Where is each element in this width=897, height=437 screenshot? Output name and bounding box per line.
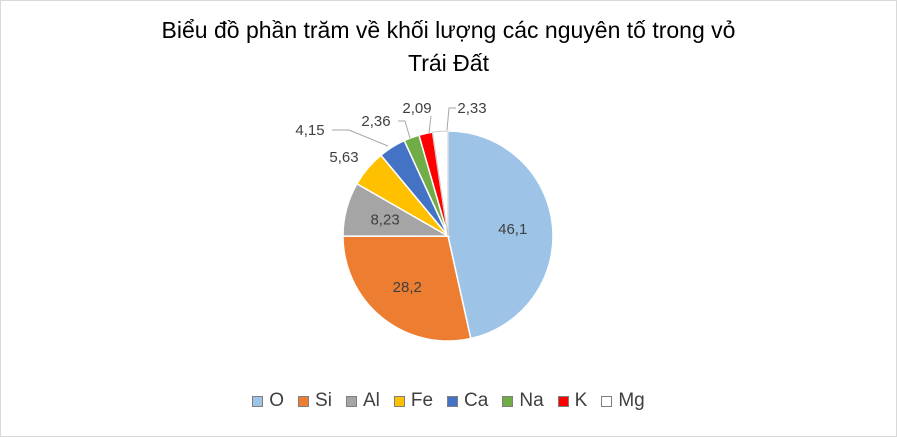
legend-swatch-fe [393,395,405,407]
legend-swatch-si [298,395,310,407]
legend-swatch-na [502,395,514,407]
leader-line-mg [446,107,456,131]
data-label-fe: 5,63 [329,149,358,166]
legend-swatch-mg [601,395,613,407]
data-label-k: 2,09 [402,100,431,117]
pie-slice-o [447,130,554,340]
chart-legend: O Si Al Fe Ca Na K Mg [0,390,897,412]
leader-line-ca [332,129,389,147]
legend-swatch-ca [447,395,459,407]
data-label-ca: 4,15 [295,122,324,139]
legend-swatch-o [252,395,264,407]
legend-item-si: Si [298,390,332,412]
legend-item-k: K [557,390,588,412]
data-label-o: 46,1 [498,221,527,238]
data-label-al: 8,23 [370,211,399,228]
legend-label-o: O [269,390,285,411]
leader-line-k [428,115,432,134]
pie-slice-mg [432,130,449,237]
legend-label-k: K [574,390,588,411]
legend-label-al: Al [362,390,380,411]
pie-slice-si [342,235,472,342]
legend-item-fe: Fe [393,390,434,412]
data-label-na: 2,36 [361,113,390,130]
data-label-mg: 2,33 [457,100,486,117]
legend-swatch-k [557,395,569,407]
chart-title: Biểu đồ phần trăm về khối lượng các nguy… [0,14,897,80]
legend-item-o: O [252,390,284,412]
legend-item-al: Al [345,390,380,412]
legend-label-mg: Mg [618,390,645,411]
legend-label-fe: Fe [410,390,434,411]
legend-item-mg: Mg [601,390,645,412]
legend-item-ca: Ca [447,390,488,412]
chart-title-line-2: Trái Đất [408,50,489,76]
leader-line-na [398,120,411,139]
legend-label-si: Si [315,390,332,411]
legend-swatch-al [345,395,357,407]
legend-label-ca: Ca [464,390,489,411]
legend-item-na: Na [502,390,544,412]
legend-label-na: Na [519,390,544,411]
data-label-si: 28,2 [393,279,422,296]
chart-title-line-1: Biểu đồ phần trăm về khối lượng các nguy… [161,17,736,43]
